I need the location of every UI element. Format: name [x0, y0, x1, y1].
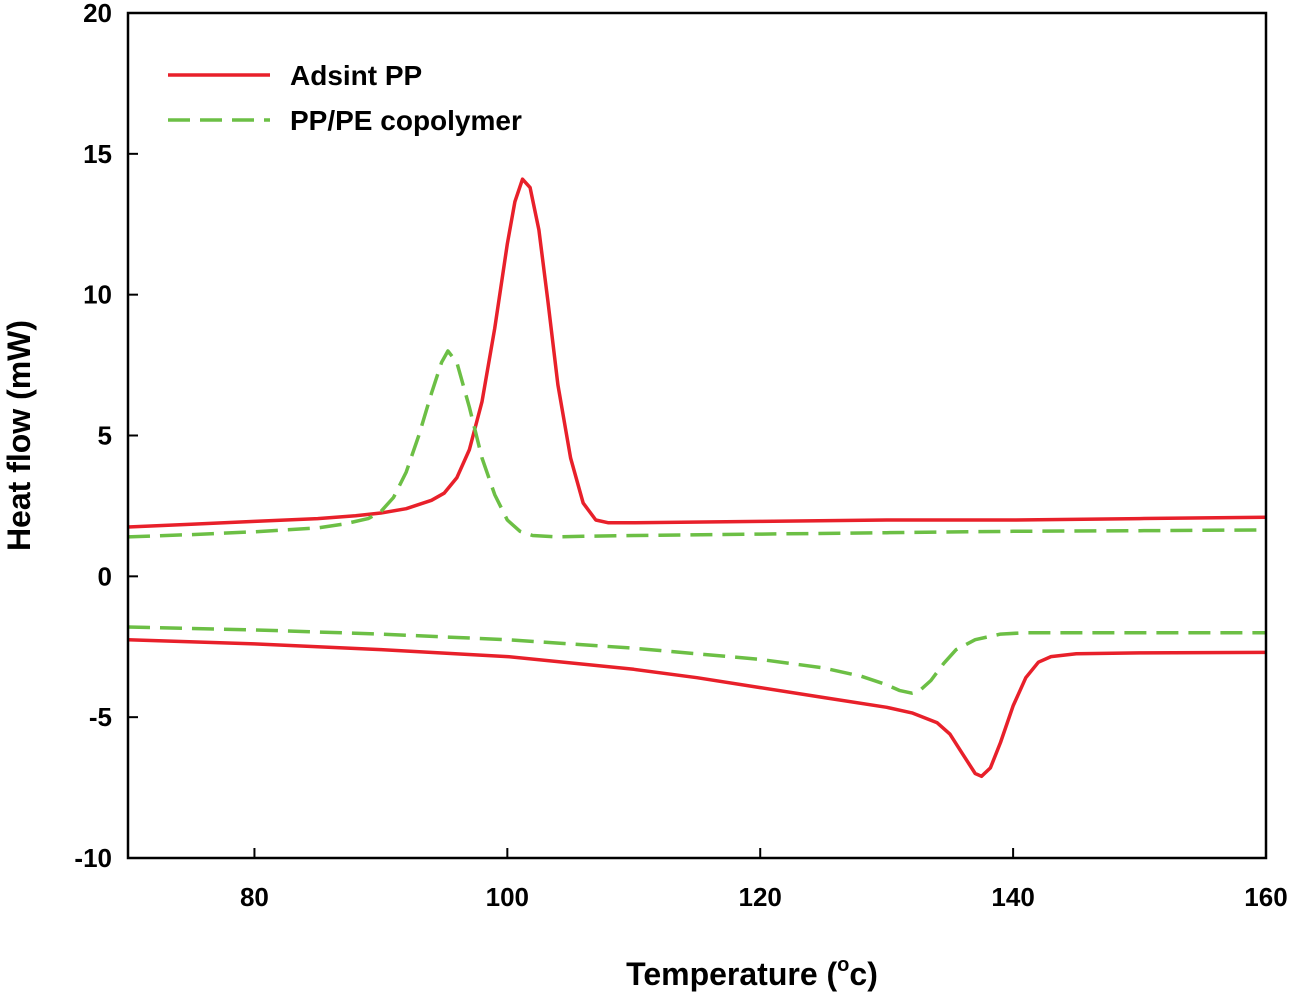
- plot-frame: [126, 11, 1268, 860]
- plot-lines: [127, 177, 1267, 779]
- x-tick-label: 80: [240, 882, 269, 912]
- legend-label-2: PP/PE copolymer: [290, 105, 522, 136]
- legend: Adsint PP PP/PE copolymer: [168, 60, 522, 136]
- y-tick-label: 5: [98, 421, 112, 451]
- y-tick-label: 0: [98, 561, 112, 591]
- series-line-1-segment-2: [127, 637, 1267, 779]
- y-tick-label: 20: [83, 0, 112, 28]
- x-tick-label: 140: [991, 882, 1034, 912]
- legend-label-1: Adsint PP: [290, 60, 422, 91]
- y-axis: -10 -5 0 5 10 15 20: [74, 0, 138, 873]
- x-axis-title-sup: o: [837, 954, 849, 976]
- series-line-1-segment-1: [127, 177, 1267, 529]
- series-line-2-segment-2: [127, 625, 1266, 695]
- x-axis-title: Temperature (oc): [626, 954, 878, 992]
- y-tick-label: 15: [83, 139, 112, 169]
- x-axis: 80 100 120 140 160: [240, 848, 1288, 912]
- y-axis-title: Heat flow (mW): [1, 320, 37, 551]
- y-tick-label: -5: [89, 702, 112, 732]
- y-tick-label: -10: [74, 843, 112, 873]
- series-line-2-segment-1: [127, 349, 1267, 539]
- x-tick-label: 160: [1244, 882, 1287, 912]
- x-axis-title-main: Temperature (: [626, 956, 837, 992]
- x-tick-label: 100: [486, 882, 529, 912]
- y-tick-label: 10: [83, 280, 112, 310]
- x-axis-title-end: c): [849, 956, 877, 992]
- x-tick-label: 120: [739, 882, 782, 912]
